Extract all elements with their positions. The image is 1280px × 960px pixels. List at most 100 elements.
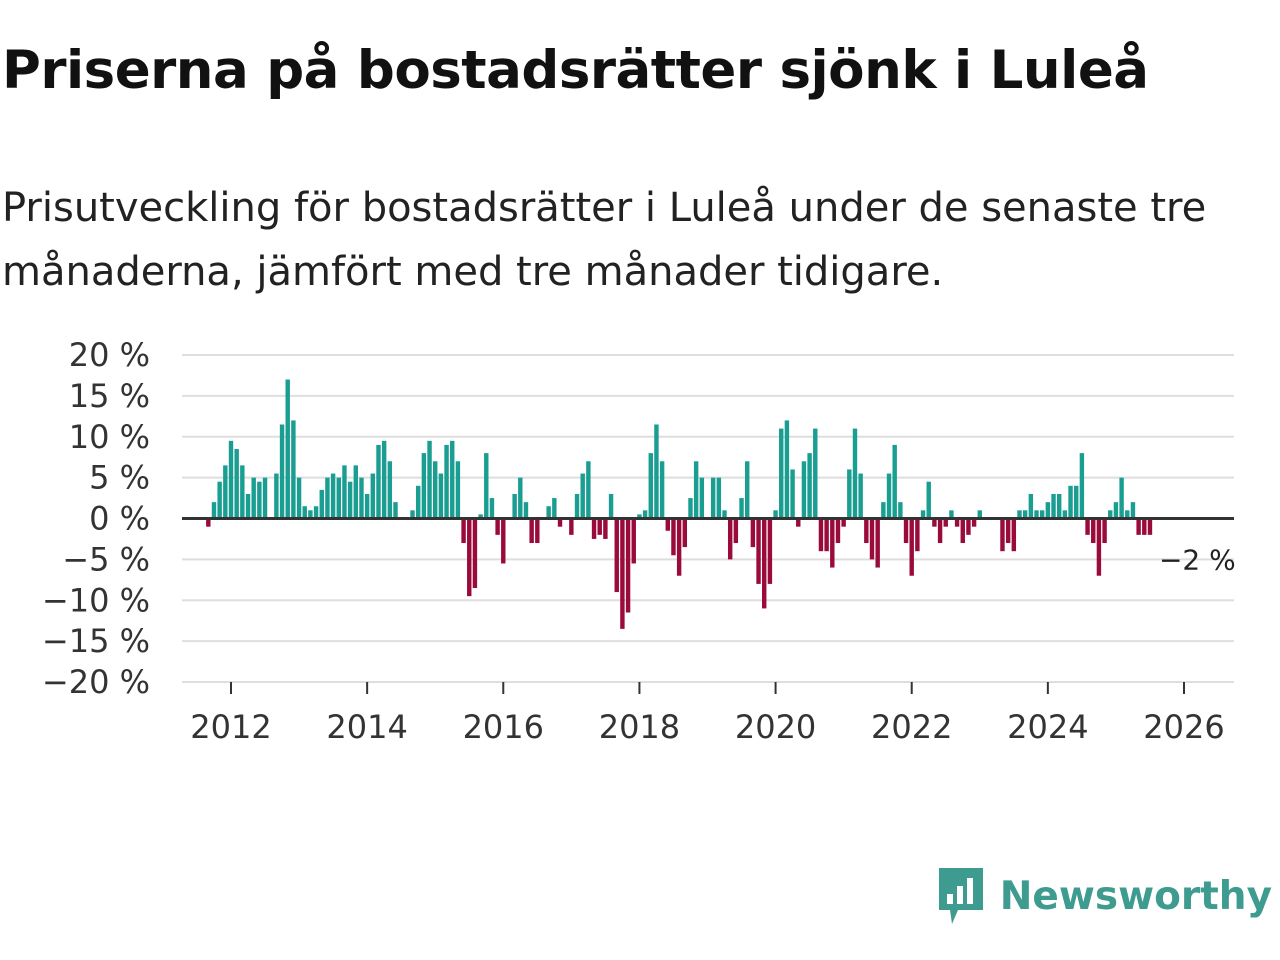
bar xyxy=(529,518,534,544)
bar xyxy=(1136,518,1141,535)
bar xyxy=(779,428,784,519)
y-tick-label: 0 % xyxy=(89,500,150,538)
bar xyxy=(1119,477,1124,519)
bar xyxy=(943,518,948,527)
bar xyxy=(211,502,217,519)
bar xyxy=(501,518,506,564)
bar xyxy=(410,510,415,519)
bar xyxy=(614,518,619,593)
bar xyxy=(308,510,313,519)
bar xyxy=(830,518,835,568)
bar xyxy=(240,465,245,519)
bar xyxy=(472,518,478,588)
bar xyxy=(330,473,336,519)
brand-name: Newsworthy xyxy=(999,873,1272,919)
bar xyxy=(518,477,523,519)
bar xyxy=(1142,518,1147,535)
bar xyxy=(523,502,529,519)
bar xyxy=(478,514,483,519)
bar xyxy=(450,440,455,519)
bar xyxy=(1028,493,1034,519)
x-tick-label: 2018 xyxy=(599,708,680,746)
x-tick-label: 2016 xyxy=(463,708,544,746)
bar xyxy=(569,518,574,535)
bar xyxy=(1051,493,1056,519)
bar xyxy=(739,498,744,519)
bar xyxy=(864,518,869,544)
newsworthy-logo-icon xyxy=(938,868,983,924)
bar xyxy=(421,453,427,519)
bar xyxy=(841,518,846,527)
bar xyxy=(274,473,279,519)
bar xyxy=(756,518,761,584)
bar xyxy=(342,465,347,519)
bar xyxy=(228,440,234,519)
bar xyxy=(1147,518,1153,535)
bar xyxy=(552,498,557,519)
bar xyxy=(535,518,540,544)
bar xyxy=(659,461,665,519)
last-value-label: −2 % xyxy=(1159,543,1236,576)
bar xyxy=(1034,510,1039,519)
bar xyxy=(1000,518,1005,552)
bar xyxy=(433,461,438,519)
bar xyxy=(648,453,653,519)
bar xyxy=(359,477,364,519)
bar xyxy=(773,510,778,519)
bar xyxy=(1017,510,1022,519)
bar xyxy=(353,465,359,519)
bar xyxy=(1085,518,1090,535)
bar xyxy=(722,510,727,519)
bar xyxy=(455,461,461,519)
chart-title: Priserna på bostadsrätter sjönk i Luleå xyxy=(2,40,1149,101)
bar xyxy=(909,518,914,576)
bar xyxy=(461,518,466,544)
y-tick-label: −15 % xyxy=(42,622,150,660)
y-tick-label: −5 % xyxy=(62,540,150,578)
chart-subtitle: Prisutveckling för bostadsrätter i Luleå… xyxy=(2,185,1207,295)
x-tick-label: 2024 xyxy=(1007,708,1088,746)
bar xyxy=(586,461,591,519)
bar xyxy=(847,469,852,519)
x-tick-label: 2012 xyxy=(190,708,271,746)
bar xyxy=(336,477,341,519)
x-tick-label: 2022 xyxy=(871,708,952,746)
bar xyxy=(790,469,795,519)
bar xyxy=(710,477,716,519)
bar xyxy=(257,481,262,519)
bar xyxy=(427,440,432,519)
bar xyxy=(1056,493,1062,519)
bar xyxy=(217,481,222,519)
bar xyxy=(915,518,920,552)
bar xyxy=(807,453,812,519)
bar xyxy=(1062,510,1068,519)
bar xyxy=(727,518,733,560)
bar xyxy=(1079,453,1085,519)
bar xyxy=(1130,502,1136,519)
bar xyxy=(1113,502,1119,519)
bar xyxy=(291,420,296,519)
bar xyxy=(381,440,387,519)
bar xyxy=(796,518,801,527)
bar xyxy=(608,493,614,519)
bar xyxy=(801,461,807,519)
bar xyxy=(625,518,631,613)
bar xyxy=(387,461,393,519)
bar xyxy=(467,518,472,597)
y-tick-label: 5 % xyxy=(89,459,150,497)
bar xyxy=(716,477,722,519)
y-tick-label: 10 % xyxy=(69,418,150,456)
x-tick-label: 2014 xyxy=(326,708,407,746)
bar xyxy=(364,493,370,519)
bar xyxy=(926,481,931,519)
bar xyxy=(302,506,307,519)
bar xyxy=(415,485,421,519)
x-tick-label: 2026 xyxy=(1143,708,1224,746)
bar xyxy=(869,518,875,560)
bar xyxy=(376,444,381,519)
bar xyxy=(325,477,330,519)
bar xyxy=(750,518,756,548)
bar xyxy=(784,420,790,519)
bar xyxy=(949,510,954,519)
bar xyxy=(892,444,897,519)
